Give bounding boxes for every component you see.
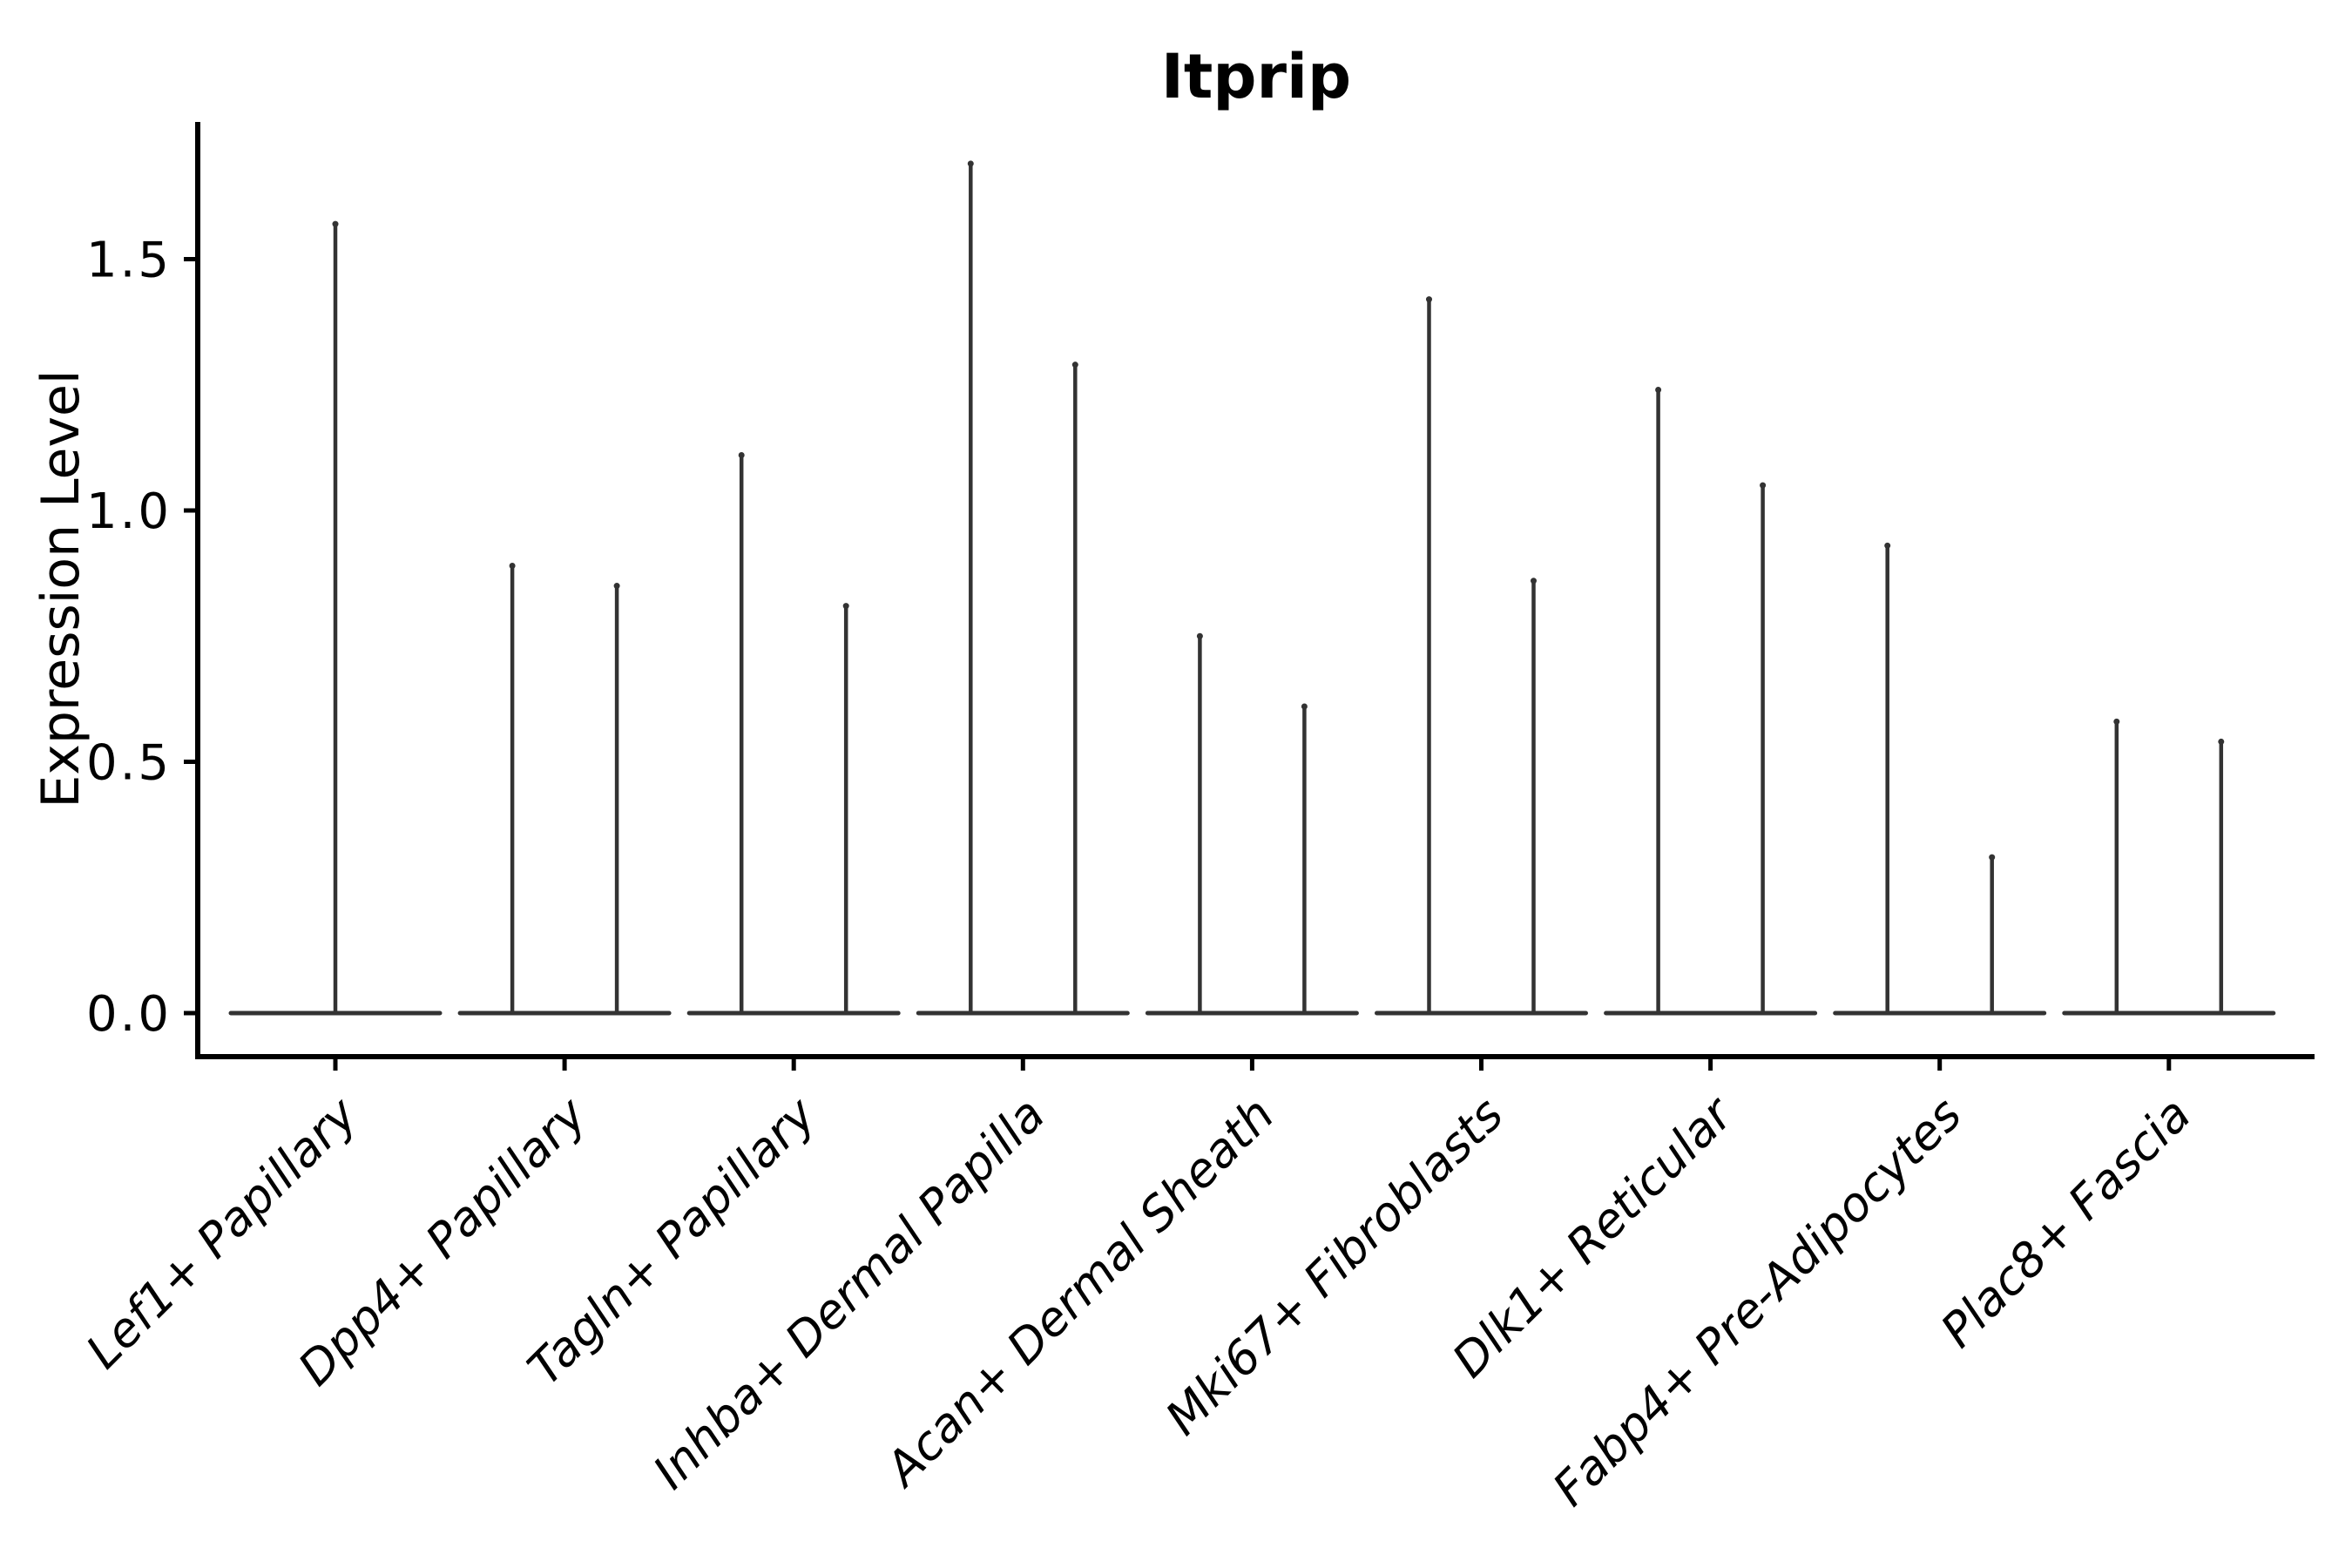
violin-group (228, 220, 443, 1016)
x-axis-label: Plac8+ Fascia (1930, 1087, 2201, 1358)
y-tick-label: 0.5 (86, 735, 172, 792)
violin-spike-tip (509, 562, 516, 569)
x-axis-label: Acan+ Dermal Sheath (874, 1087, 1285, 1498)
chart-title: Itprip (1161, 41, 1351, 112)
x-axis-label: Fabp4+ Pre-Adipocytes (1543, 1087, 1972, 1517)
violin-spike-tip (2113, 718, 2120, 725)
violin-spike-tip (1989, 854, 1996, 861)
violin-spike-tip (842, 603, 849, 610)
violin-group (1833, 542, 2047, 1016)
y-tick-label: 1.0 (86, 483, 172, 540)
violin-spike-tip (1426, 296, 1432, 303)
violin-spike-tip (1196, 632, 1203, 639)
violin-spike-tip (1301, 703, 1308, 710)
violins-layer (228, 160, 2276, 1016)
violin-group (1145, 632, 1359, 1016)
violin-spike-tip (332, 220, 339, 227)
violin-group (916, 160, 1130, 1016)
violin-group (686, 452, 901, 1016)
violin-group (2062, 718, 2276, 1016)
violin-group (1604, 387, 1818, 1016)
violin-spike-tip (1884, 542, 1891, 549)
violin-spike-tip (613, 583, 620, 590)
violin-spike-tip (1760, 482, 1767, 489)
violin-spike-tip (967, 160, 974, 167)
violin-spike-tip (1071, 362, 1078, 368)
y-axis-title: Expression Level (30, 369, 91, 808)
y-tick-label: 0.0 (86, 986, 172, 1043)
violin-spike-tip (1655, 387, 1662, 394)
violin-group (457, 562, 672, 1016)
violin-spike-tip (738, 452, 745, 459)
labels-layer: Itprip Expression Level (30, 41, 1351, 808)
x-axis-label: Inhba+ Dermal Papilla (643, 1087, 1056, 1500)
violin-spike-tip (1531, 578, 1537, 585)
y-tick-label: 1.5 (86, 233, 172, 289)
violin-group (1375, 296, 1588, 1016)
violin-spike-tip (2218, 738, 2225, 745)
